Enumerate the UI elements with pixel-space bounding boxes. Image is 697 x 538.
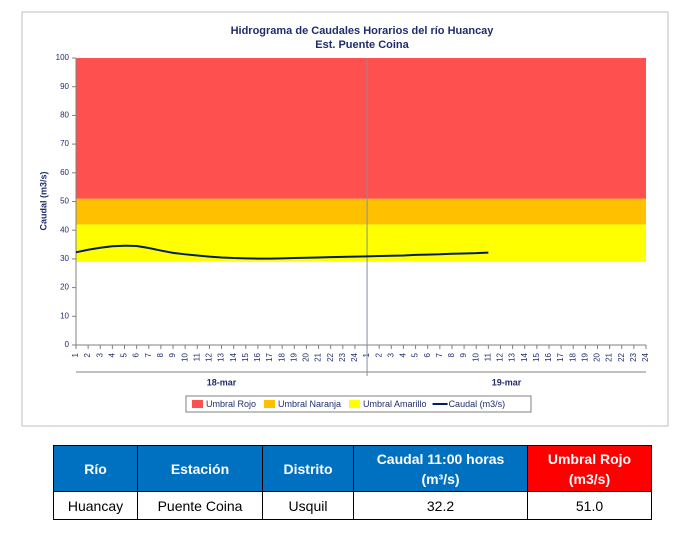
x-tick-label: 15	[532, 352, 541, 361]
header-cell: Río	[53, 445, 138, 492]
x-tick-label: 11	[483, 352, 492, 361]
x-tick-label: 14	[229, 352, 238, 361]
x-tick-label: 24	[350, 352, 359, 361]
x-tick-label: 10	[471, 352, 480, 361]
x-tick-label: 4	[107, 352, 116, 357]
x-tick-label: 3	[386, 352, 395, 357]
x-tick-label: 19	[289, 352, 298, 361]
series-line	[75, 244, 489, 260]
x-tick-label: 9	[168, 352, 177, 357]
header-cell: Umbral Rojo (m3/s)	[527, 445, 652, 492]
x-tick-label: 22	[617, 352, 626, 361]
x-tick-label: 22	[326, 352, 335, 361]
x-tick-label: 5	[411, 352, 420, 357]
x-tick-label: 23	[629, 352, 638, 361]
header-cell: Distrito	[262, 445, 354, 492]
x-tick-label: 12	[205, 352, 214, 361]
x-tick-label: 8	[447, 352, 456, 357]
y-tick-label: 20	[60, 283, 69, 292]
x-tick-label: 19	[580, 352, 589, 361]
y-tick-label: 40	[60, 225, 69, 234]
cell: 51.0	[527, 491, 652, 520]
x-tick-label: 9	[459, 352, 468, 357]
threshold-band	[76, 198, 646, 225]
chart-title: Hidrograma de Caudales Horarios del río …	[231, 25, 495, 37]
cell: Puente Coina	[137, 491, 263, 520]
y-tick-label: 90	[60, 82, 69, 91]
x-tick-label: 18	[277, 352, 286, 361]
y-tick-label: 0	[65, 340, 70, 349]
legend-label: Caudal (m3/s)	[449, 399, 506, 409]
x-tick-label: 5	[120, 352, 129, 357]
y-tick-label: 10	[60, 311, 69, 320]
header-cell: Estación	[137, 445, 263, 492]
legend-label: Umbral Rojo	[206, 399, 256, 409]
legend-label: Umbral Naranja	[278, 399, 341, 409]
x-tick-label: 21	[605, 352, 614, 361]
x-tick-label: 21	[314, 352, 323, 361]
x-tick-label: 16	[253, 352, 262, 361]
x-tick-label: 10	[180, 352, 189, 361]
x-tick-label: 1	[71, 352, 80, 357]
legend-swatch	[349, 400, 361, 408]
x-tick-label: 17	[265, 352, 274, 361]
y-tick-label: 30	[60, 254, 69, 263]
group-label: 18-mar	[207, 377, 237, 387]
x-tick-label: 11	[192, 352, 201, 361]
x-tick-label: 14	[520, 352, 529, 361]
threshold-band	[76, 58, 646, 199]
x-tick-label: 17	[556, 352, 565, 361]
chart: Hidrograma de Caudales Horarios del río …	[21, 11, 669, 427]
x-tick-label: 3	[95, 352, 104, 357]
data-row: Huancay Puente Coina Usquil 32.2 51.0	[53, 491, 652, 520]
x-tick-label: 7	[435, 352, 444, 357]
legend-swatch	[264, 400, 276, 408]
x-tick-label: 24	[641, 352, 650, 361]
cell: Usquil	[262, 491, 354, 520]
x-tick-label: 18	[568, 352, 577, 361]
y-tick-label: 50	[60, 197, 69, 206]
x-tick-label: 20	[593, 352, 602, 361]
y-tick-label: 60	[60, 168, 69, 177]
summary-table: Río Estación Distrito Caudal 11:00 horas…	[53, 445, 652, 520]
x-tick-label: 16	[544, 352, 553, 361]
legend-swatch	[192, 400, 203, 408]
x-tick-label: 6	[423, 352, 432, 357]
y-axis-label: Caudal (m3/s)	[38, 171, 48, 230]
x-tick-label: 13	[217, 352, 226, 361]
x-tick-label: 4	[399, 352, 408, 357]
x-tick-label: 7	[144, 352, 153, 357]
legend-label: Umbral Amarillo	[363, 399, 427, 409]
x-tick-label: 23	[338, 352, 347, 361]
x-tick-label: 8	[156, 352, 165, 357]
header-row: Río Estación Distrito Caudal 11:00 horas…	[53, 445, 652, 492]
cell: 32.2	[353, 491, 528, 520]
x-tick-label: 13	[508, 352, 517, 361]
header-cell: Caudal 11:00 horas (m³/s)	[353, 445, 528, 492]
chart-subtitle: Est. Puente Coina	[315, 39, 409, 51]
x-tick-label: 15	[241, 352, 250, 361]
group-label: 19-mar	[492, 377, 522, 387]
x-tick-label: 20	[302, 352, 311, 361]
y-tick-label: 70	[60, 139, 69, 148]
x-tick-label: 2	[83, 352, 92, 357]
x-tick-label: 6	[132, 352, 141, 357]
cell: Huancay	[53, 491, 138, 520]
y-tick-label: 80	[60, 111, 69, 120]
y-tick-label: 100	[56, 53, 70, 62]
x-tick-label: 2	[374, 352, 383, 357]
x-tick-label: 12	[496, 352, 505, 361]
